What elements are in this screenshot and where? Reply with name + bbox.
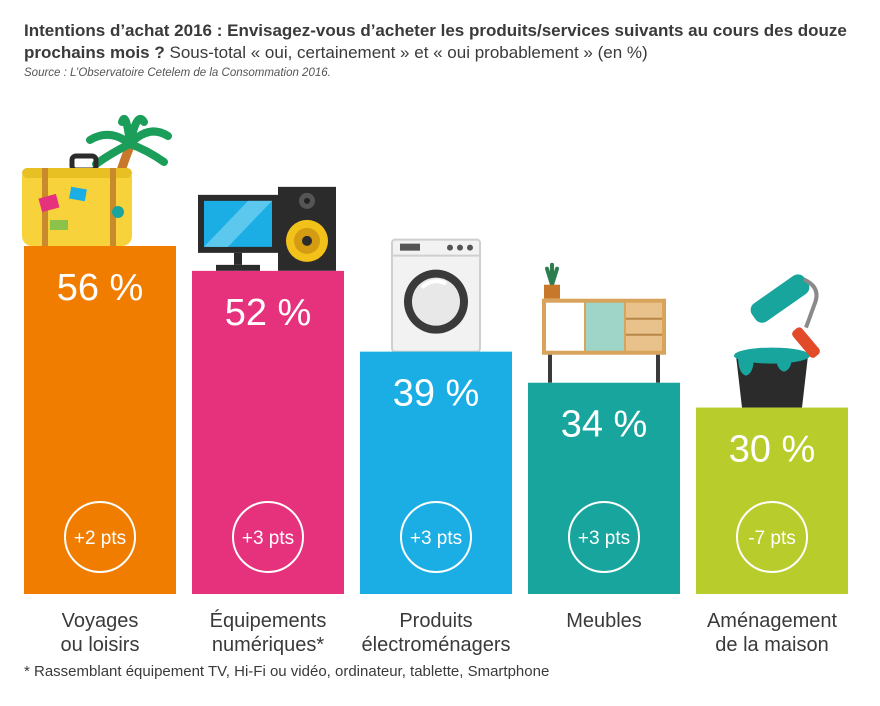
bar-value-label: 39 % [393,373,480,415]
category-label: électroménagers [362,634,511,656]
bar-group: 34 % +3 pts Meubles [528,262,680,632]
category-label: Équipements [210,609,327,632]
category-label: de la maison [715,634,828,656]
tv-speaker-icon [198,186,336,271]
chart-title: Intentions d’achat 2016 : Envisagez-vous… [24,20,864,64]
bar [192,270,344,594]
category-label: numériques* [212,634,325,656]
bar [528,382,680,594]
bar [696,407,848,594]
bar [360,351,512,594]
change-badge-label: +3 pts [410,528,462,549]
change-badge-circle [64,501,136,573]
change-badge-label: +3 pts [242,528,294,549]
bar-value-label: 30 % [729,429,816,471]
change-badge-circle [736,501,808,573]
chart-source: Source : L’Observatoire Cetelem de la Co… [24,67,331,79]
chart-title-bold: Intentions d’achat 2016 : Envisagez-vous… [24,21,847,62]
change-badge-circle [400,501,472,573]
sideboard-icon [542,262,666,383]
bar-value-label: 34 % [561,404,648,446]
bar-value-label: 56 % [57,267,144,309]
category-label: Aménagement [707,610,838,632]
category-label: ou loisirs [61,634,140,656]
suitcase-palm-icon [22,114,172,251]
bar [24,246,176,594]
category-label: Meubles [566,610,642,632]
change-badge-label: -7 pts [748,528,796,549]
change-badge-circle [232,501,304,573]
washing-machine-icon [391,238,481,353]
category-label: Voyages [62,610,139,632]
category-label: Produits [399,610,472,632]
change-badge-label: +3 pts [578,528,630,549]
change-badge-circle [568,501,640,573]
paint-bucket-roller-icon [734,274,820,408]
chart-header: Intentions d’achat 2016 : Envisagez-vous… [24,20,864,79]
bar-value-label: 52 % [225,292,312,334]
chart-title-subtitle: Sous-total « oui, certainement » et « ou… [169,43,648,62]
change-badge-label: +2 pts [74,528,126,549]
footnote: * Rassemblant équipement TV, Hi-Fi ou vi… [24,663,550,680]
